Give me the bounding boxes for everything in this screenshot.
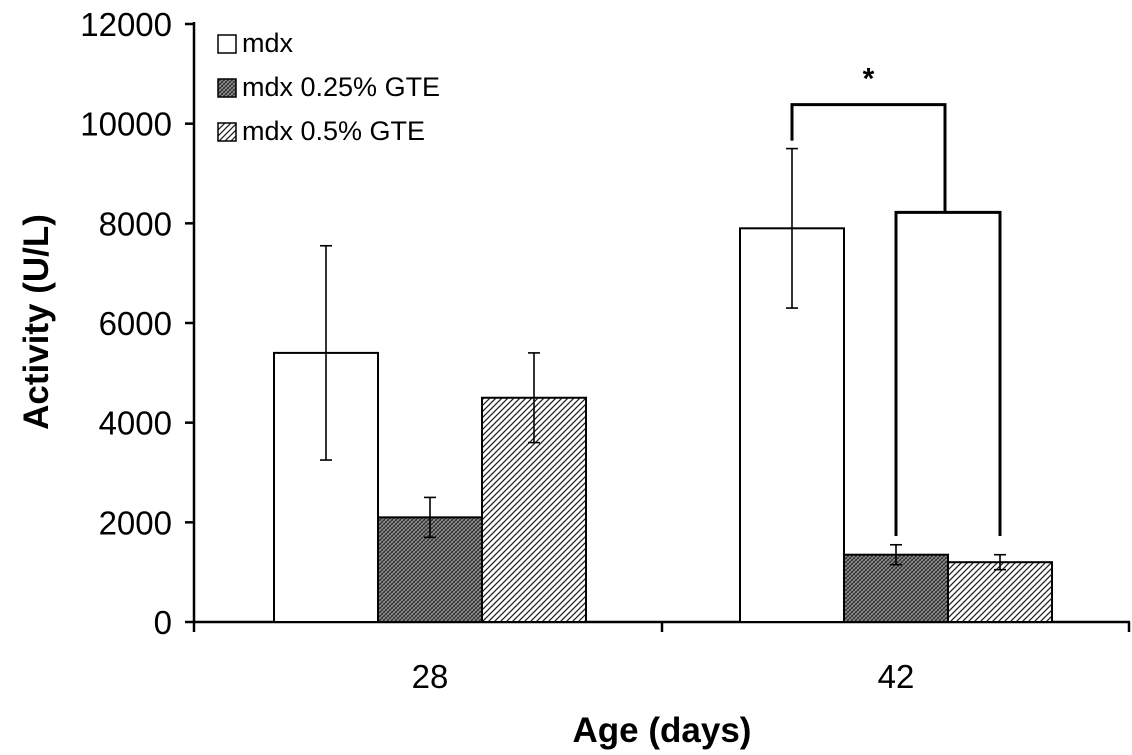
x-tick-label: 28 [412, 658, 449, 695]
y-tick-label: 0 [154, 604, 172, 641]
error-bars-layer [320, 147, 1006, 571]
y-tick-label: 8000 [99, 205, 172, 242]
y-tick-label: 4000 [99, 405, 172, 442]
legend-label: mdx 0.25% GTE [242, 72, 440, 102]
legend-swatch [217, 34, 237, 54]
legend-swatch [217, 122, 237, 142]
legend-label: mdx 0.5% GTE [242, 116, 425, 146]
y-tick-label: 12000 [80, 6, 172, 43]
legend-swatch [217, 78, 237, 98]
y-tick-label: 6000 [99, 305, 172, 342]
legend: mdx mdx 0.25% GTE mdx 0.5% GTE [217, 28, 440, 146]
x-axis-title: Age (days) [573, 711, 752, 750]
significance-star: * [863, 63, 875, 96]
y-axis: 0 2000 4000 6000 8000 10000 12000 [80, 6, 196, 641]
legend-label: mdx [242, 28, 294, 58]
bar [947, 561, 1053, 624]
y-tick-label: 10000 [80, 106, 172, 143]
x-axis: 28 42 [192, 620, 1131, 695]
bars-layer [273, 227, 1053, 624]
y-tick-label: 2000 [99, 504, 172, 541]
bar [843, 553, 949, 623]
x-tick-label: 42 [878, 658, 915, 695]
significance-bracket-outer [790, 103, 947, 213]
y-axis-title: Activity (U/L) [17, 214, 56, 430]
significance-bracket-inner [894, 210, 1002, 536]
significance-annotations: * [790, 63, 1002, 536]
